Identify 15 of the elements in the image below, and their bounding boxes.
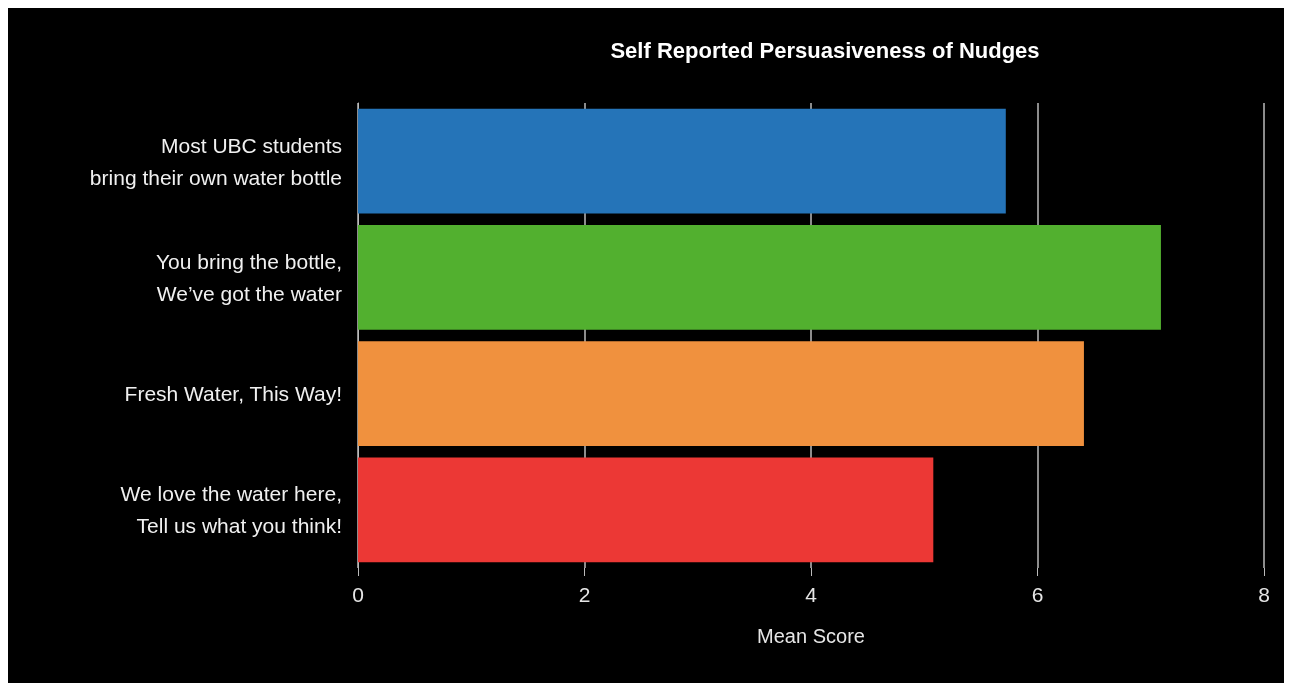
y-tick-label: Fresh Water, This Way! [124,382,342,406]
x-tick-label: 4 [805,583,818,606]
bar [358,108,1006,214]
x-tick-label: 6 [1031,583,1044,606]
bar [358,457,934,563]
y-tick-label: We love the water here, Tell us what you think! [120,482,342,538]
y-tick-label: Most UBC students bring their own water bottle [89,133,342,189]
bar [358,225,1161,330]
bar [358,341,1084,446]
y-tick-label: You bring the bottle, We’ve got the water [155,249,342,305]
x-axis-title: Mean Score [757,625,865,647]
x-tick-label: 8 [1258,583,1270,606]
chart-title: Self Reported Persuasiveness of Nudges [610,37,1040,63]
x-tick-label: 2 [578,583,591,606]
x-tick-label: 0 [352,583,364,606]
